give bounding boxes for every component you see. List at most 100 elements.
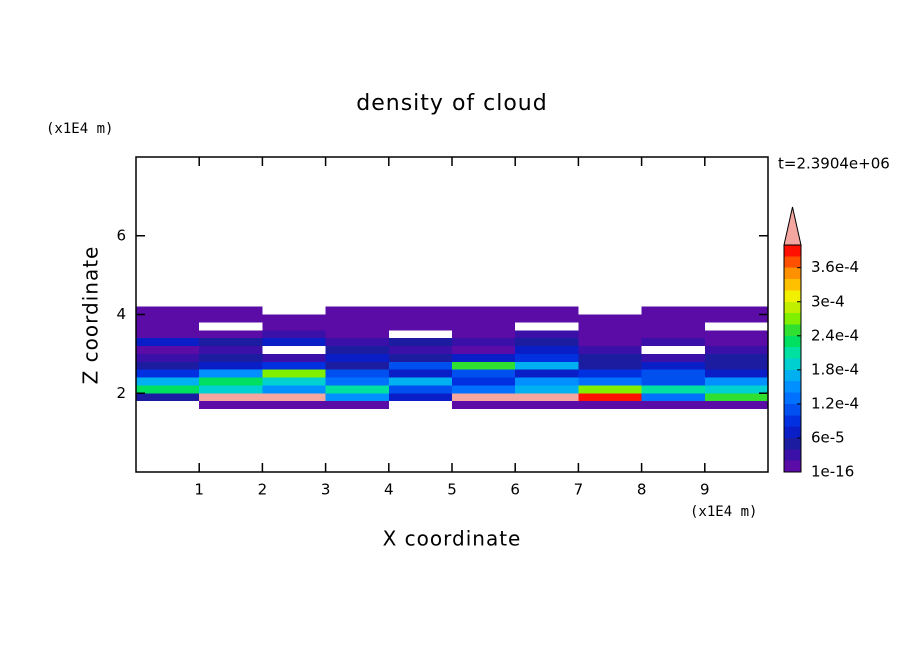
contour-cell (452, 338, 516, 346)
contour-cell (641, 361, 705, 370)
contour-cell (515, 369, 579, 378)
colorbar-label: 3e-4 (811, 292, 845, 310)
x-tick-label: 3 (321, 481, 331, 499)
contour-cell (578, 401, 642, 409)
contour-cell (136, 338, 200, 346)
contour-cell (578, 361, 642, 370)
contour-cell (704, 314, 768, 323)
contour-cell (388, 314, 452, 323)
contour-cell (199, 306, 263, 315)
contour-cell (452, 353, 516, 362)
x-tick-label: 8 (637, 481, 647, 499)
contour-cell (388, 393, 452, 402)
contour-cell (262, 393, 326, 402)
x-axis-label: X coordinate (383, 527, 522, 551)
colorbar-label: 1.8e-4 (811, 360, 859, 378)
contour-cell (452, 314, 516, 323)
contour-cell (136, 330, 200, 339)
contour-cell (262, 401, 326, 409)
contour-cell (452, 401, 516, 409)
contour-cell (325, 385, 389, 394)
contour-cell (641, 314, 705, 323)
contour-cell (704, 393, 768, 402)
contour-cell (641, 401, 705, 409)
x-tick-label: 1 (194, 481, 204, 499)
contour-cell (452, 385, 516, 394)
contour-cell (641, 377, 705, 386)
colorbar-segment (784, 415, 801, 427)
contour-cell (704, 385, 768, 394)
x-unit: (x1E4 m) (690, 504, 757, 520)
contour-cell (515, 346, 579, 354)
colorbar-segment (784, 437, 801, 450)
contour-cell (704, 361, 768, 370)
y-unit: (x1E4 m) (46, 121, 113, 137)
contour-cell (199, 314, 263, 323)
contour-cell (199, 385, 263, 394)
contour-cell (515, 306, 579, 315)
contour-cell (578, 338, 642, 346)
contour-cell (704, 369, 768, 378)
time-annotation: t=2.3904e+06 (778, 155, 890, 173)
contour-cell (325, 338, 389, 346)
colorbar-segment (784, 347, 801, 359)
contour-cell (199, 369, 263, 378)
contour-cell (136, 322, 200, 331)
y-tick-label: 6 (116, 226, 126, 244)
contour-cell (515, 377, 579, 386)
colorbar-segment (784, 449, 801, 461)
contour-cell (136, 385, 200, 394)
colorbar-segment (784, 279, 801, 291)
contour-cell (325, 314, 389, 323)
colorbar-segment (784, 324, 801, 336)
contour-cell (388, 377, 452, 386)
contour-cell (262, 330, 326, 339)
contour-cell (199, 377, 263, 386)
colorbar-segment (784, 392, 801, 404)
contour-cell (578, 346, 642, 354)
contour-cell (388, 322, 452, 331)
contour-cell (578, 322, 642, 331)
contour-cell (136, 346, 200, 354)
colorbar-label: 2.4e-4 (811, 326, 859, 344)
colorbar-segment (784, 426, 801, 438)
contour-cell (515, 401, 579, 409)
contour-cell (641, 353, 705, 362)
colorbar-segment (784, 460, 801, 472)
colorbar-segment (784, 403, 801, 416)
contour-cell (388, 306, 452, 315)
chart-title: density of cloud (356, 91, 547, 116)
contour-cell (136, 361, 200, 370)
contour-cell (325, 401, 389, 409)
contour-cell (136, 393, 200, 402)
contour-cell (136, 369, 200, 378)
contour-cell (515, 314, 579, 323)
contour-cell (641, 385, 705, 394)
y-tick-label: 4 (116, 305, 126, 323)
contour-cell (388, 369, 452, 378)
contour-cell (325, 377, 389, 386)
contour-cell (325, 353, 389, 362)
contour-cell (641, 330, 705, 339)
contour-cell (578, 353, 642, 362)
x-tick-label: 6 (510, 481, 520, 499)
contour-cell (388, 385, 452, 394)
contour-cell (452, 369, 516, 378)
colorbar-segment (784, 358, 801, 370)
x-tick-label: 7 (574, 481, 584, 499)
contour-cell (136, 353, 200, 362)
contour-cell (704, 401, 768, 409)
colorbar-segment (784, 335, 801, 348)
colorbar-segment (784, 369, 801, 382)
colorbar-segment (784, 301, 801, 314)
contour-cell (325, 330, 389, 339)
contour-cell (578, 377, 642, 386)
colorbar-segment (784, 290, 801, 302)
contour-cell (199, 393, 263, 402)
colorbar-segment (784, 256, 801, 268)
colorbar-frame (783, 244, 802, 473)
contour-cell (388, 338, 452, 346)
x-tick-label: 2 (258, 481, 268, 499)
contour-cell (325, 322, 389, 331)
